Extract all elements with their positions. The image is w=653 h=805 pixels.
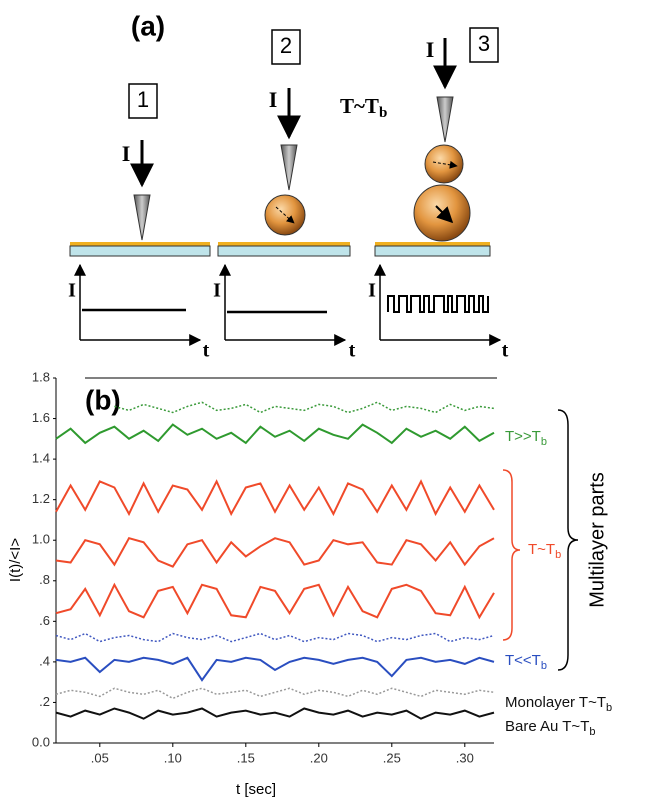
series-line	[55, 656, 495, 682]
y-tick-label: .8	[39, 572, 50, 587]
series-line	[55, 479, 495, 517]
series-line	[55, 423, 495, 445]
current-label: I	[122, 141, 131, 166]
current-label: I	[426, 37, 435, 62]
series-line	[55, 687, 495, 700]
series-line	[55, 582, 495, 620]
step-number: 1	[137, 87, 149, 112]
y-tick-label: 1.8	[32, 369, 50, 384]
particles	[264, 144, 471, 242]
annotation-text: Monolayer T~T	[505, 694, 606, 711]
y-tick-label: 1.0	[32, 532, 50, 547]
condition-label: T~Tb	[340, 94, 387, 122]
current-label: I	[269, 87, 278, 112]
x-tick-label: .15	[237, 750, 255, 765]
series-line	[55, 537, 495, 568]
panel-a: (a) 1 2	[68, 10, 509, 361]
annotation: Bare Au T~Tb	[505, 718, 595, 738]
annotation: Monolayer T~Tb	[505, 694, 612, 714]
substrates	[69, 242, 491, 257]
condition-text: T~T	[340, 94, 379, 118]
annotation-text: T<<T	[505, 652, 541, 669]
mini-x-label: t	[203, 340, 210, 362]
y-tick-label: 1.2	[32, 491, 50, 506]
annotation-sub: b	[555, 549, 561, 561]
x-tick-label: .05	[91, 750, 109, 765]
y-axis-label: I(t)/<I>	[7, 538, 24, 582]
annotation: T<<Tb	[505, 652, 547, 672]
x-tick-label: .25	[383, 750, 401, 765]
y-tick-label: .4	[39, 653, 50, 668]
mini-y-label: I	[68, 280, 76, 302]
step-boxes	[128, 27, 499, 119]
current-arrows	[130, 38, 457, 188]
series-line	[114, 401, 495, 414]
step-number: 3	[478, 31, 490, 56]
mini-x-label: t	[349, 340, 356, 362]
annotation: T~Tb	[528, 541, 561, 561]
step-number: 2	[280, 33, 292, 58]
y-tick-label: 1.4	[32, 451, 50, 466]
annotation-sub: b	[541, 436, 547, 448]
panel-label: (b)	[85, 384, 121, 415]
tips	[133, 96, 454, 241]
annotation: Multilayer parts	[586, 472, 608, 608]
mini-plots	[74, 263, 502, 346]
series-line	[55, 707, 495, 720]
condition-sub: b	[379, 105, 387, 121]
annotation-text: T>>T	[505, 428, 541, 445]
annotation: T>>Tb	[505, 428, 547, 448]
y-tick-label: .6	[39, 613, 50, 628]
panel-label: (a)	[131, 10, 165, 41]
x-axis-label: t [sec]	[236, 781, 276, 798]
y-tick-label: 0.0	[32, 734, 50, 749]
x-tick-label: .20	[310, 750, 328, 765]
y-tick-label: 1.6	[32, 410, 50, 425]
annotation-sub: b	[589, 726, 595, 738]
x-tick-label: .10	[164, 750, 182, 765]
annotation-sub: b	[606, 702, 612, 714]
x-tick-label: .30	[456, 750, 474, 765]
y-tick-label: .2	[39, 694, 50, 709]
panel-b: (b) t [sec] I(t)/<I> 0.0 .2 .4 .6 .8 1.0 1.2 1.…	[7, 369, 612, 798]
annotation-text: Bare Au T~T	[505, 718, 589, 735]
brackets	[502, 409, 579, 671]
annotation-sub: b	[541, 660, 547, 672]
mini-x-label: t	[502, 340, 509, 362]
series-line	[55, 632, 495, 643]
mini-y-label: I	[213, 280, 221, 302]
mini-y-label: I	[368, 280, 376, 302]
annotation-text: T~T	[528, 541, 555, 558]
